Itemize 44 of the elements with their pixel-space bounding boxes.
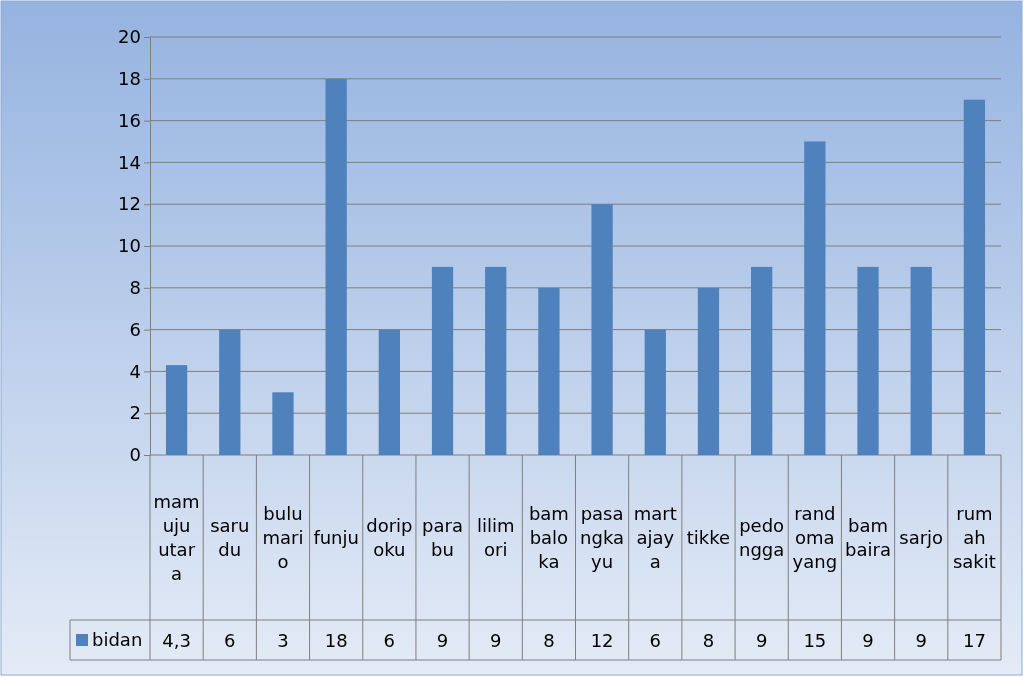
y-tick-label: 10 <box>118 235 141 257</box>
x-tick-label: martajaya <box>633 502 677 572</box>
data-label: 6 <box>224 630 236 651</box>
x-tick-label: parabu <box>422 514 463 560</box>
y-tick-label: 8 <box>129 277 141 299</box>
y-tick-label: 6 <box>129 318 141 340</box>
legend-label: bidan <box>92 629 143 650</box>
y-tick-label: 2 <box>129 402 141 424</box>
y-tick-label: 12 <box>118 193 141 215</box>
x-tick-label: lilimori <box>476 514 515 560</box>
x-tick-label: sarudu <box>210 514 250 560</box>
x-tick-label: tikke <box>686 526 731 548</box>
data-label: 12 <box>590 630 614 651</box>
x-tick-label: bambaloka <box>528 502 569 572</box>
y-tick-label: 4 <box>129 360 141 382</box>
x-tick-label: bulumario <box>262 502 304 572</box>
data-label: 9 <box>489 630 502 651</box>
x-tick-label: rumah sakit <box>952 502 996 572</box>
data-label: 8 <box>702 630 715 651</box>
data-label: 15 <box>803 630 827 651</box>
data-label: 6 <box>383 630 396 651</box>
x-tick-label: mamuju utara <box>153 490 200 584</box>
x-tick-label: pasangkayu <box>580 502 625 572</box>
data-label: 8 <box>543 630 555 651</box>
data-label: 6 <box>649 630 662 651</box>
data-label: 9 <box>862 630 874 651</box>
x-tick-label: pedongga <box>739 514 785 560</box>
x-tick-label: funju <box>313 526 359 548</box>
y-tick-label: 18 <box>118 68 141 90</box>
data-label: 9 <box>915 630 927 651</box>
data-label: 3 <box>277 630 289 651</box>
y-tick-label: 20 <box>118 26 141 48</box>
data-label: 9 <box>755 630 768 651</box>
data-label: 4,3 <box>162 630 191 651</box>
y-tick-label: 0 <box>129 444 141 466</box>
y-tick-label: 14 <box>118 151 141 173</box>
x-tick-label: sarjo <box>899 526 944 548</box>
x-tick-label: doripoku <box>366 514 413 560</box>
data-label: 9 <box>436 630 449 651</box>
x-tick-label: bambaira <box>845 514 891 560</box>
data-label: 18 <box>324 630 348 651</box>
y-tick-label: 16 <box>118 109 141 131</box>
x-tick-label: randomayang <box>792 502 838 572</box>
data-label: 17 <box>962 630 986 651</box>
